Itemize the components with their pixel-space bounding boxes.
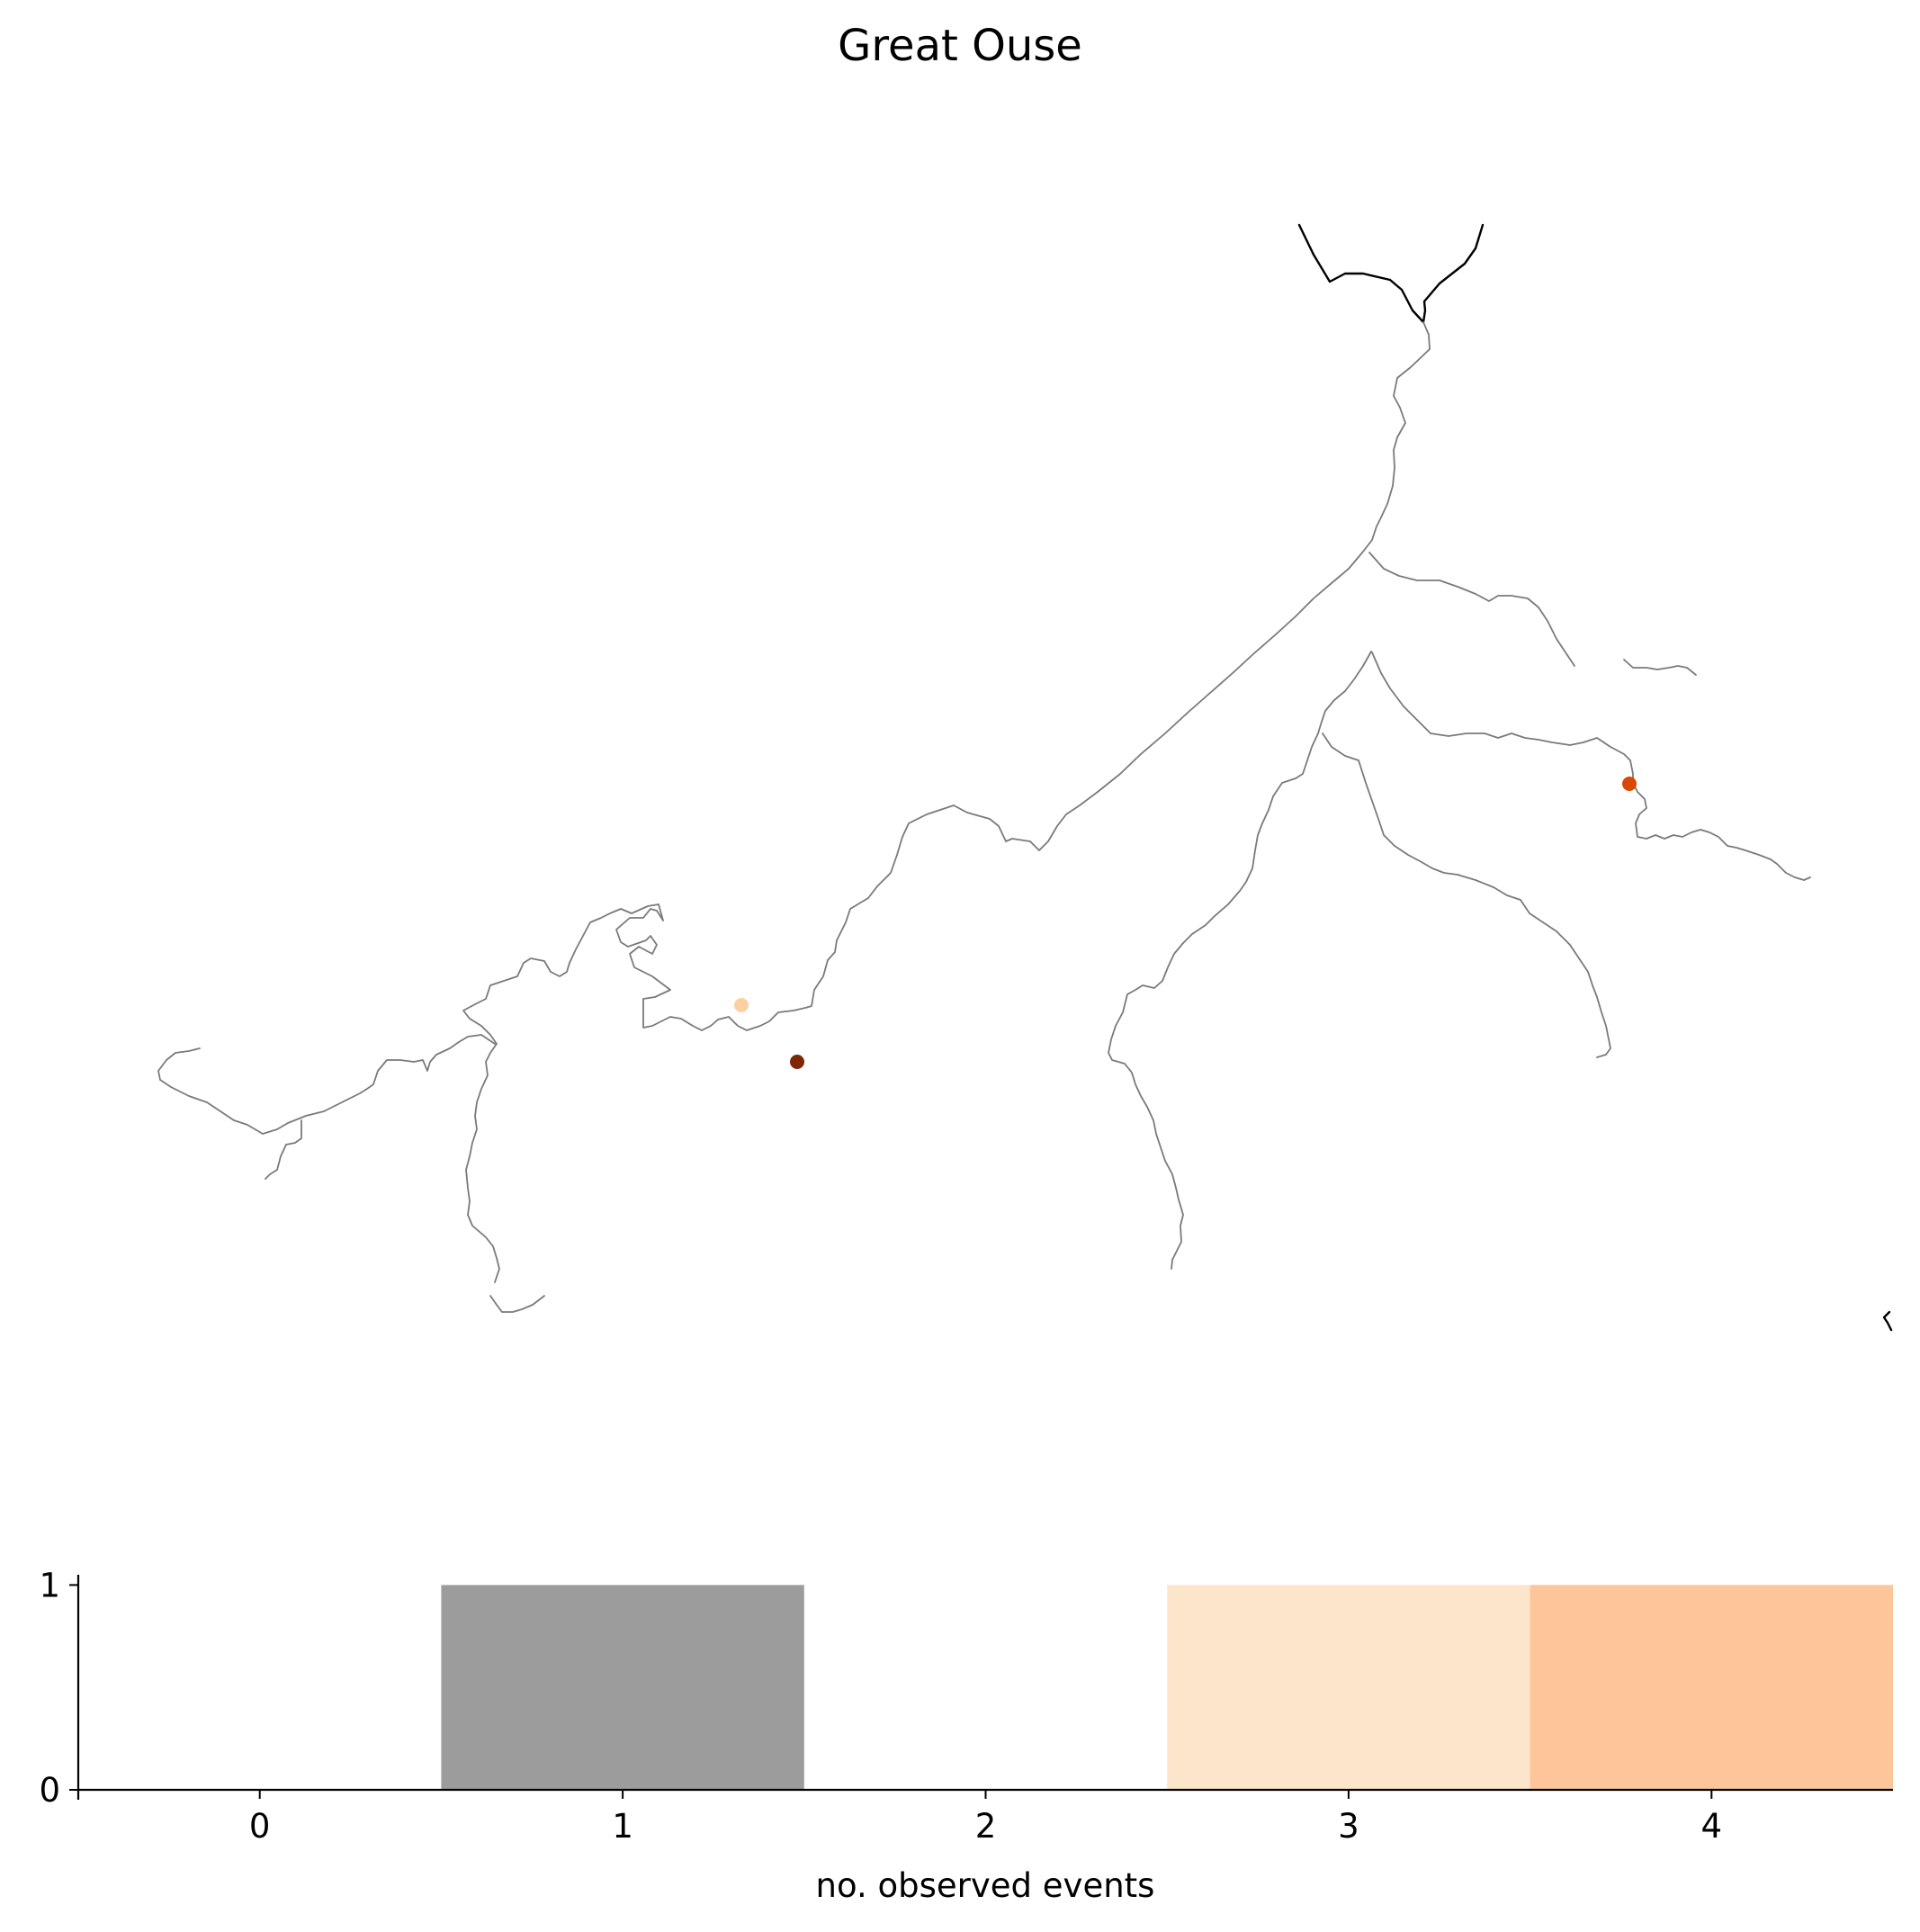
histogram-bar-3 <box>1167 1585 1530 1790</box>
river-south-spur <box>489 1295 545 1313</box>
river-cam-branch <box>1368 552 1575 667</box>
y-tick-label-1: 1 <box>39 1566 60 1604</box>
river-ivel-branch <box>1322 732 1611 1058</box>
station-marker-dark[interactable] <box>790 1055 804 1069</box>
river-edge-fragment <box>1882 1310 1893 1332</box>
river-map <box>157 223 1893 1332</box>
river-south-branch <box>1108 651 1372 1270</box>
map-title: Great Ouse <box>838 21 1082 71</box>
histogram-bars <box>441 1585 1893 1790</box>
histogram-bar-4 <box>1530 1585 1893 1790</box>
river-main-stem <box>462 321 1431 1283</box>
x-tick-label-4: 4 <box>1701 1807 1723 1846</box>
station-marker-light[interactable] <box>734 998 749 1012</box>
x-tick-label-2: 2 <box>975 1807 997 1846</box>
station-marker-medium[interactable] <box>1622 777 1637 791</box>
river-west-spur <box>265 1119 302 1180</box>
x-axis-label: no. observed events <box>816 1866 1155 1905</box>
river-east-branch <box>1371 651 1811 881</box>
river-west-branch <box>157 1034 496 1135</box>
y-ticks: 01 <box>39 1566 78 1810</box>
river-main-channel <box>1297 223 1485 324</box>
river-cam-spur <box>1623 659 1697 676</box>
station-markers <box>734 777 1637 1069</box>
y-tick-label-0: 0 <box>39 1771 60 1810</box>
x-ticks: 0 1 2 3 4 <box>249 1790 1722 1846</box>
x-tick-label-1: 1 <box>612 1807 633 1846</box>
x-tick-label-0: 0 <box>249 1807 271 1846</box>
x-tick-label-3: 3 <box>1338 1807 1359 1846</box>
histogram-bar-1 <box>441 1585 804 1790</box>
